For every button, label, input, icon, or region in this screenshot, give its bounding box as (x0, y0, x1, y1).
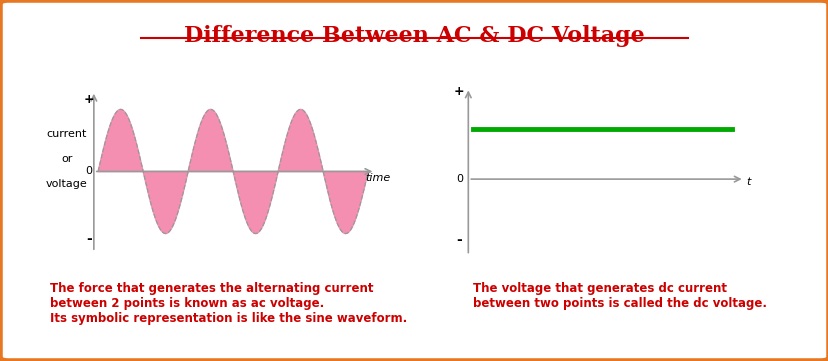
Text: -: - (86, 232, 92, 246)
Text: or: or (61, 154, 72, 164)
Text: +: + (84, 93, 94, 106)
Text: current: current (46, 129, 87, 139)
Text: t: t (745, 177, 750, 187)
Text: time: time (365, 173, 390, 183)
Text: +: + (454, 85, 464, 98)
Text: voltage: voltage (46, 179, 88, 189)
Text: The voltage that generates dc current
between two points is called the dc voltag: The voltage that generates dc current be… (472, 282, 766, 310)
Text: 0: 0 (455, 174, 462, 184)
Text: Difference Between AC & DC Voltage: Difference Between AC & DC Voltage (184, 25, 644, 47)
Text: -: - (456, 233, 461, 247)
Text: The force that generates the alternating current
between 2 points is known as ac: The force that generates the alternating… (50, 282, 407, 325)
Text: 0: 0 (85, 166, 92, 177)
